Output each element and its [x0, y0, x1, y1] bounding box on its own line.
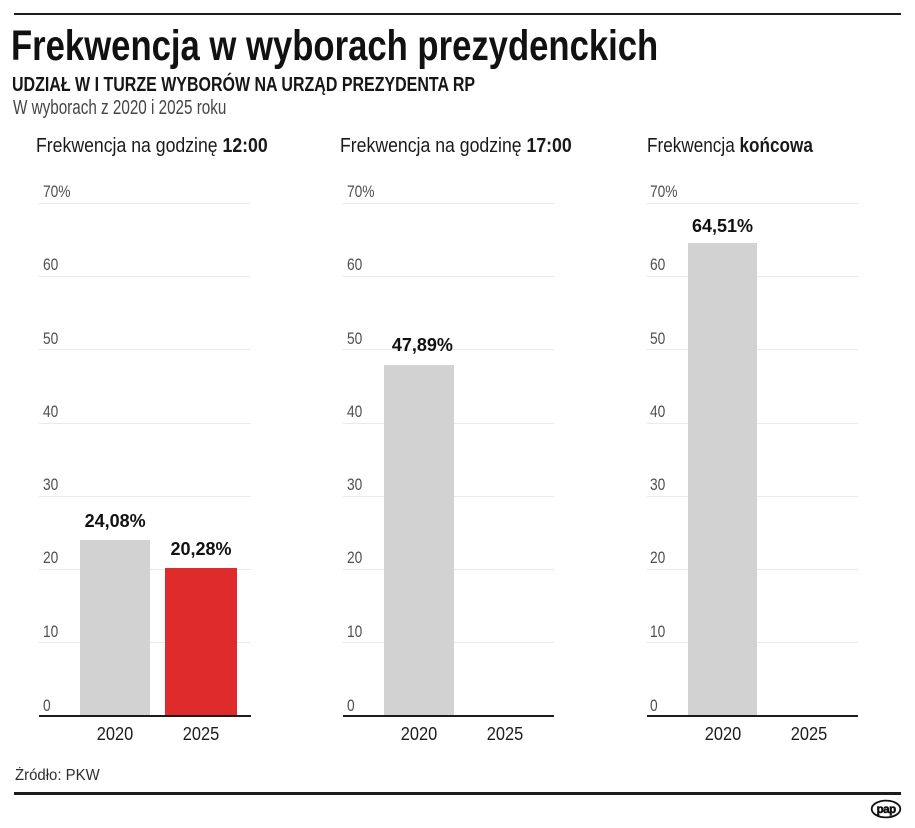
svg-text:pap: pap [877, 804, 897, 816]
